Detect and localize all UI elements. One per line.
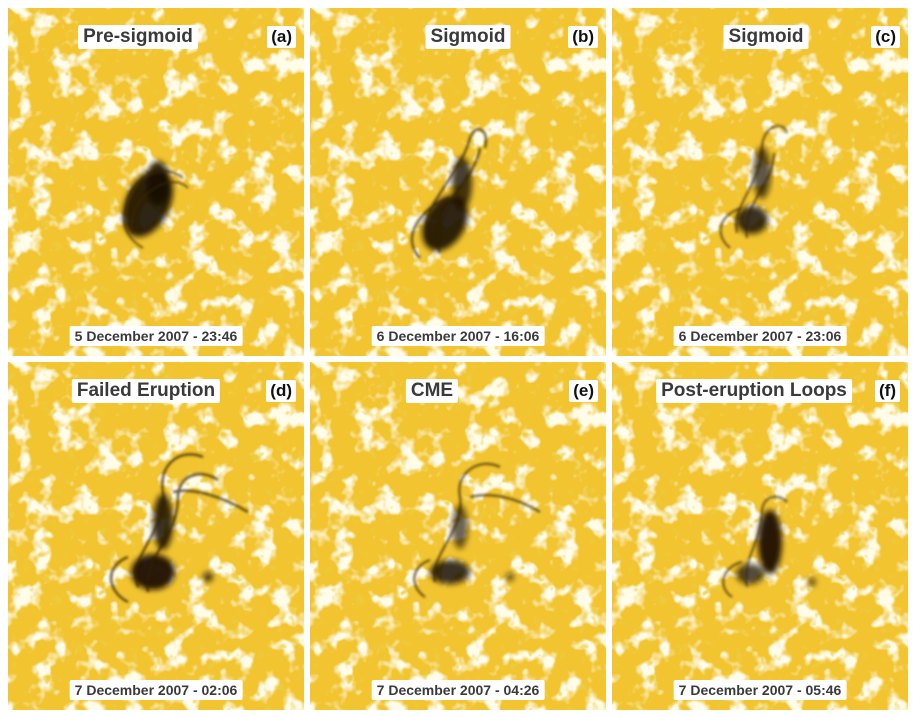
panel-title: Sigmoid (425, 25, 511, 49)
panel-letter: (a) (267, 26, 296, 48)
panel-letter: (d) (266, 380, 296, 402)
panel-date: 7 December 2007 - 05:46 (673, 680, 847, 700)
panel-f: Post-eruption Loops (f) 7 December 2007 … (612, 362, 908, 710)
panel-date: 6 December 2007 - 23:06 (673, 326, 847, 346)
panel-date: 5 December 2007 - 23:46 (69, 326, 243, 346)
panel-c: Sigmoid (c) 6 December 2007 - 23:06 (612, 8, 908, 356)
panel-title: Pre-sigmoid (78, 25, 198, 49)
panel-a: Pre-sigmoid (a) 5 December 2007 - 23:46 (8, 8, 304, 356)
solar-image-c (612, 8, 908, 356)
panel-b: Sigmoid (b) 6 December 2007 - 16:06 (310, 8, 606, 356)
solar-image-e (310, 362, 606, 710)
solar-image-f (612, 362, 908, 710)
panel-title: CME (405, 379, 459, 403)
solar-image-a (8, 8, 304, 356)
panel-letter: (b) (568, 26, 598, 48)
panel-date: 6 December 2007 - 16:06 (371, 326, 545, 346)
panel-date: 7 December 2007 - 02:06 (69, 680, 243, 700)
panel-title: Post-eruption Loops (656, 379, 852, 403)
panel-title: Failed Eruption (71, 379, 221, 403)
panel-date: 7 December 2007 - 04:26 (371, 680, 545, 700)
panel-title: Sigmoid (723, 25, 809, 49)
solar-image-b (310, 8, 606, 356)
panel-letter: (f) (875, 380, 900, 402)
panel-e: CME (e) 7 December 2007 - 04:26 (310, 362, 606, 710)
solar-image-d (8, 362, 304, 710)
panel-letter: (e) (569, 380, 598, 402)
panel-letter: (c) (871, 26, 900, 48)
panel-d: Failed Eruption (d) 7 December 2007 - 02… (8, 362, 304, 710)
